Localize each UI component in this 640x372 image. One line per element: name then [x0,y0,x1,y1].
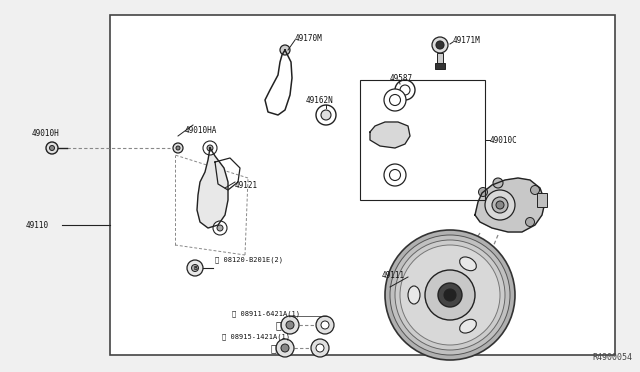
Circle shape [387,127,403,143]
Circle shape [46,142,58,154]
Circle shape [173,143,183,153]
Circle shape [321,110,331,120]
Circle shape [390,170,401,180]
Text: 49162N: 49162N [306,96,334,105]
Ellipse shape [460,257,476,271]
Text: 49010C: 49010C [490,135,518,144]
Circle shape [203,141,217,155]
Circle shape [276,339,294,357]
Text: Ⓦ 08915-1421A(1): Ⓦ 08915-1421A(1) [222,334,290,340]
Polygon shape [370,122,410,148]
Circle shape [479,187,488,196]
Circle shape [384,89,406,111]
Circle shape [207,145,213,151]
Text: 49170M: 49170M [295,33,323,42]
Circle shape [525,218,534,227]
Bar [435,63,445,69]
Circle shape [316,316,334,334]
Circle shape [496,201,504,209]
Text: Ⓦ: Ⓦ [275,320,281,330]
Text: B: B [193,266,197,270]
Circle shape [531,186,540,195]
Text: Ⓦ 08911-6421A(1): Ⓦ 08911-6421A(1) [232,311,300,317]
Polygon shape [197,148,228,228]
Circle shape [395,240,505,350]
Circle shape [400,245,500,345]
Bar [360,80,485,200]
Circle shape [390,235,510,355]
Text: Ⓦ: Ⓦ [270,343,276,353]
Text: 49010H: 49010H [32,128,60,138]
Text: R4900054: R4900054 [592,353,632,362]
Circle shape [311,339,329,357]
Circle shape [281,344,289,352]
Circle shape [217,225,223,231]
Circle shape [425,270,475,320]
Bar [437,53,443,65]
Ellipse shape [408,286,420,304]
Bar [537,193,547,207]
Circle shape [492,197,508,213]
Circle shape [176,146,180,150]
Circle shape [390,94,401,106]
Circle shape [316,344,324,352]
Text: 49010HA: 49010HA [185,125,218,135]
Circle shape [286,321,294,329]
Circle shape [391,131,399,139]
Text: 49587: 49587 [390,74,413,83]
Circle shape [432,37,448,53]
Circle shape [281,316,299,334]
Circle shape [400,85,410,95]
Polygon shape [475,178,545,232]
Circle shape [493,178,503,188]
Bar [110,15,615,355]
Text: ① 08120-B201E(2): ① 08120-B201E(2) [215,257,283,263]
Circle shape [49,145,54,151]
Circle shape [280,45,290,55]
Text: 49121: 49121 [235,180,258,189]
Circle shape [213,221,227,235]
Circle shape [187,260,203,276]
Text: 49171M: 49171M [453,35,481,45]
Circle shape [444,289,456,301]
Circle shape [191,264,198,272]
Circle shape [438,283,462,307]
Circle shape [316,105,336,125]
Circle shape [385,230,515,360]
Circle shape [485,190,515,220]
Circle shape [384,164,406,186]
Text: 49111: 49111 [382,272,405,280]
Circle shape [321,321,329,329]
Text: 49110: 49110 [26,221,49,230]
Circle shape [395,80,415,100]
Circle shape [436,41,444,49]
Ellipse shape [460,319,476,333]
